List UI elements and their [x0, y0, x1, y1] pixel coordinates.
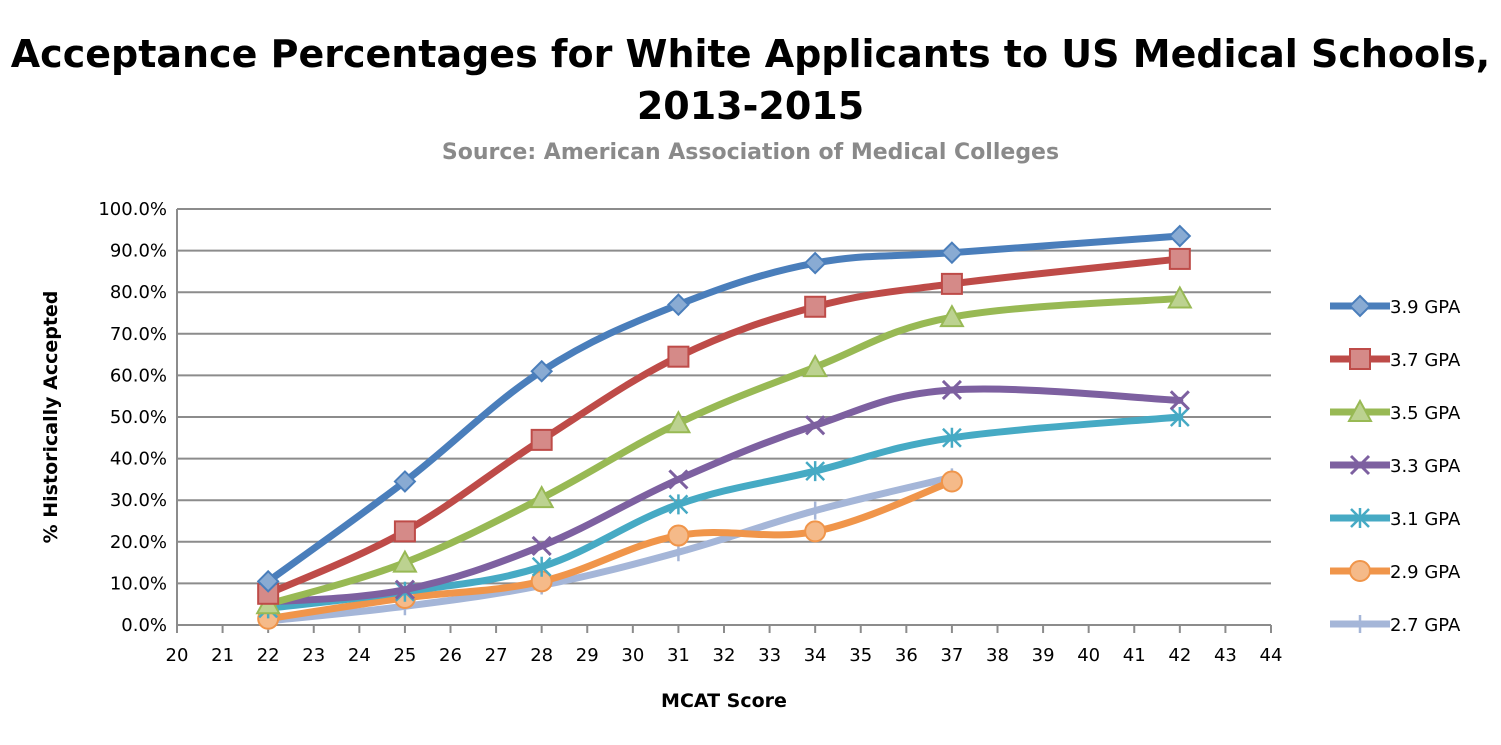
legend-marker — [1349, 560, 1371, 582]
data-point — [940, 272, 963, 295]
x-tick-label: 40 — [1077, 645, 1100, 666]
data-point — [531, 535, 552, 557]
data-point — [803, 251, 827, 275]
x-tick-label: 41 — [1123, 645, 1146, 666]
data-point — [805, 415, 826, 436]
legend-marker — [1348, 294, 1372, 318]
data-point — [804, 295, 827, 318]
series-line — [264, 413, 1184, 612]
data-point — [805, 461, 826, 482]
legend-label: 2.7 GPA — [1390, 615, 1461, 636]
series-line — [264, 477, 956, 623]
x-tick-label: 44 — [1260, 645, 1283, 666]
x-tick-label: 36 — [895, 645, 918, 666]
data-point — [1167, 285, 1193, 309]
x-tick-label: 21 — [211, 645, 234, 666]
x-tick-label: 32 — [713, 645, 736, 666]
data-point — [1169, 390, 1190, 411]
legend-label: 3.9 GPA — [1390, 297, 1461, 318]
y-tick-label: 20.0% — [110, 532, 167, 553]
y-tick-label: 80.0% — [110, 282, 167, 303]
x-tick-label: 34 — [804, 645, 827, 666]
legend-label: 3.3 GPA — [1390, 456, 1461, 477]
legend-marker — [1349, 348, 1371, 370]
data-point — [1168, 247, 1191, 270]
legend-label: 3.5 GPA — [1390, 403, 1461, 424]
data-point — [667, 345, 690, 368]
legend-marker — [1350, 508, 1370, 528]
y-tick-label: 40.0% — [110, 449, 167, 470]
x-tick-label: 27 — [485, 645, 508, 666]
y-axis-title: % Historically Accepted — [40, 291, 62, 544]
x-tick-label: 31 — [667, 645, 690, 666]
x-tick-label: 26 — [439, 645, 462, 666]
data-point — [256, 569, 280, 593]
x-tick-label: 38 — [986, 645, 1009, 666]
legend-marker — [1347, 398, 1373, 422]
data-point — [531, 556, 552, 577]
data-point — [665, 410, 692, 434]
y-tick-label: 90.0% — [110, 241, 167, 262]
x-tick-label: 30 — [621, 645, 644, 666]
data-point — [667, 524, 690, 547]
data-point — [1168, 224, 1192, 248]
y-tick-label: 70.0% — [110, 324, 167, 345]
x-tick-label: 25 — [393, 645, 416, 666]
data-point — [394, 579, 415, 600]
data-point — [939, 304, 965, 328]
x-tick-label: 43 — [1214, 645, 1237, 666]
data-point — [528, 485, 555, 509]
x-tick-label: 24 — [348, 645, 371, 666]
x-tick-label: 33 — [758, 645, 781, 666]
data-point — [667, 293, 690, 317]
x-tick-label: 23 — [302, 645, 325, 666]
x-tick-label: 22 — [257, 645, 280, 666]
data-point — [668, 494, 689, 515]
data-point — [802, 354, 828, 378]
x-tick-label: 20 — [166, 645, 189, 666]
data-point — [940, 470, 963, 493]
x-tick-label: 42 — [1168, 645, 1191, 666]
x-tick-label: 37 — [940, 645, 963, 666]
chart-title: Acceptance Percentages for White Applica… — [10, 32, 1491, 128]
y-tick-label: 30.0% — [110, 490, 167, 511]
x-axis-title: MCAT Score — [661, 690, 787, 712]
data-point — [806, 501, 825, 520]
y-tick-label: 0.0% — [121, 615, 167, 636]
chart-subtitle: Source: American Association of Medical … — [441, 140, 1060, 165]
data-point — [530, 359, 554, 383]
x-tick-label: 29 — [576, 645, 599, 666]
y-tick-label: 60.0% — [110, 365, 167, 386]
legend-marker — [1351, 615, 1369, 633]
data-point — [1169, 407, 1190, 427]
legend-label: 3.1 GPA — [1390, 509, 1461, 530]
data-point — [942, 427, 962, 448]
x-tick-label: 39 — [1032, 645, 1055, 666]
y-tick-label: 10.0% — [110, 573, 167, 594]
legend-label: 2.9 GPA — [1390, 562, 1461, 583]
data-point — [530, 428, 553, 451]
data-point — [668, 469, 689, 490]
legend-label: 3.7 GPA — [1390, 350, 1461, 371]
data-point — [940, 241, 964, 265]
data-point — [393, 520, 416, 543]
legend-marker — [1349, 454, 1371, 476]
data-point — [941, 379, 962, 401]
data-point — [393, 470, 417, 493]
x-tick-label: 28 — [530, 645, 553, 666]
data-point — [804, 520, 827, 543]
y-tick-label: 50.0% — [110, 407, 167, 428]
y-tick-label: 100.0% — [98, 199, 167, 220]
data-point — [392, 549, 418, 573]
x-tick-label: 35 — [849, 645, 872, 666]
series-line — [264, 473, 956, 625]
